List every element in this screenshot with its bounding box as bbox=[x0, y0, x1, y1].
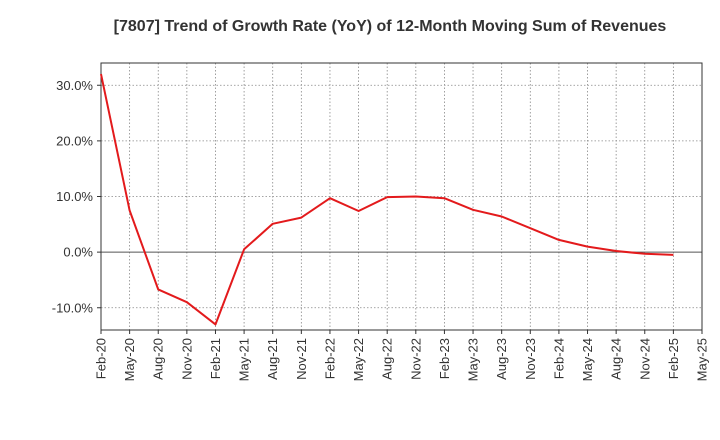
x-tick-label: Aug-24 bbox=[609, 338, 624, 380]
x-tick-label: Feb-25 bbox=[666, 338, 681, 379]
x-tick-label: Aug-21 bbox=[265, 338, 280, 380]
x-tick-label: Feb-22 bbox=[322, 338, 337, 379]
y-tick-label: 20.0% bbox=[56, 133, 93, 148]
x-tick-label: May-23 bbox=[466, 338, 481, 381]
series-layer bbox=[100, 73, 674, 326]
chart-title: [7807] Trend of Growth Rate (YoY) of 12-… bbox=[114, 18, 667, 35]
x-tick-label: Feb-21 bbox=[208, 338, 223, 379]
x-tick-label: Aug-22 bbox=[380, 338, 395, 380]
x-tick-label: Feb-20 bbox=[94, 338, 109, 379]
x-tick-label: May-22 bbox=[351, 338, 366, 381]
x-tick-label: Feb-23 bbox=[437, 338, 452, 379]
x-tick-label: May-25 bbox=[695, 338, 710, 381]
x-tick-label: Aug-23 bbox=[494, 338, 509, 380]
grid bbox=[100, 63, 703, 330]
x-tick-label: May-20 bbox=[122, 338, 137, 381]
x-tick-label: May-21 bbox=[237, 338, 252, 381]
y-tick-label: 0.0% bbox=[63, 245, 93, 260]
y-tick-label: 10.0% bbox=[56, 189, 93, 204]
x-tick-label: Nov-24 bbox=[637, 338, 652, 380]
series-line bbox=[100, 73, 674, 326]
x-tick-label: Nov-22 bbox=[408, 338, 423, 380]
x-tick-label: Aug-20 bbox=[151, 338, 166, 380]
x-tick-label: Nov-21 bbox=[294, 338, 309, 380]
x-tick-label: May-24 bbox=[580, 338, 595, 381]
y-tick-label: -10.0% bbox=[52, 300, 94, 315]
y-axis: -10.0% 0.0% 10.0% 20.0% 30.0% bbox=[52, 78, 101, 315]
x-tick-label: Feb-24 bbox=[551, 338, 566, 379]
x-tick-label: Nov-23 bbox=[523, 338, 538, 380]
x-axis: Feb-20 May-20 Aug-20 Nov-20 Feb-21 May-21 Aug-… bbox=[94, 330, 710, 381]
y-tick-label: 30.0% bbox=[56, 78, 93, 93]
x-tick-label: Nov-20 bbox=[179, 338, 194, 380]
